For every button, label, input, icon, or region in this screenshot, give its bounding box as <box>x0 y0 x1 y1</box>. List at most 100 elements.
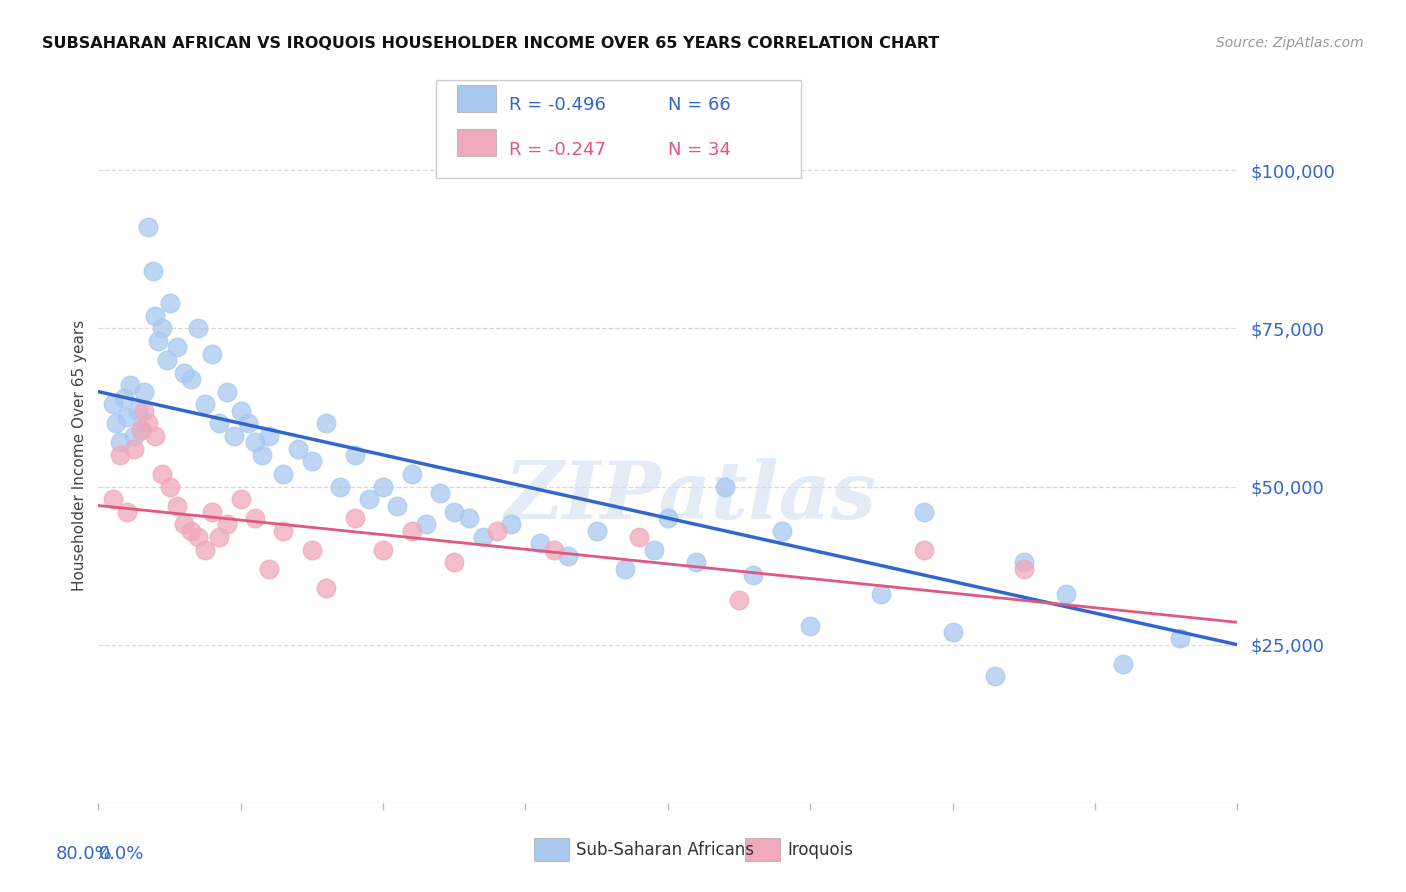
Point <box>685 556 707 570</box>
Point <box>122 429 145 443</box>
Point <box>243 435 266 450</box>
Text: Iroquois: Iroquois <box>787 841 853 859</box>
Point <box>118 378 141 392</box>
Point <box>132 403 155 417</box>
Point <box>141 264 163 278</box>
Point <box>222 429 245 443</box>
Point <box>145 309 167 323</box>
Point <box>129 423 152 437</box>
Point <box>643 542 665 557</box>
Point <box>108 435 131 450</box>
Point <box>870 587 893 601</box>
Point <box>415 517 437 532</box>
Point <box>250 448 273 462</box>
Point <box>742 568 765 582</box>
Point <box>129 423 152 437</box>
Point <box>115 505 138 519</box>
Point <box>236 417 259 431</box>
Point <box>152 467 174 481</box>
Point <box>287 442 309 456</box>
Point <box>273 524 295 538</box>
Point <box>315 581 337 595</box>
Point <box>180 372 202 386</box>
Point <box>194 397 217 411</box>
Text: R = -0.496: R = -0.496 <box>509 96 606 114</box>
Point <box>159 479 181 493</box>
Point <box>101 492 124 507</box>
Point <box>343 448 366 462</box>
Point <box>457 511 479 525</box>
Point <box>159 296 181 310</box>
Point <box>259 562 281 576</box>
Point <box>401 467 423 481</box>
Point <box>401 524 423 538</box>
Point <box>371 479 394 493</box>
Point <box>429 486 451 500</box>
Text: R = -0.247: R = -0.247 <box>509 141 606 159</box>
Point <box>259 429 281 443</box>
Point <box>156 353 179 368</box>
Point <box>201 505 224 519</box>
Point <box>486 524 509 538</box>
Text: ZIPatlas: ZIPatlas <box>505 458 877 535</box>
Point <box>136 417 159 431</box>
Point <box>115 409 138 424</box>
Point <box>166 499 188 513</box>
Point <box>229 403 252 417</box>
Text: Sub-Saharan Africans: Sub-Saharan Africans <box>576 841 755 859</box>
Point <box>714 479 737 493</box>
Point <box>387 499 409 513</box>
Point <box>301 542 323 557</box>
Point <box>122 442 145 456</box>
Point <box>194 542 217 557</box>
Point <box>657 511 679 525</box>
Point <box>136 220 159 235</box>
Point <box>912 542 935 557</box>
Point <box>243 511 266 525</box>
Text: 80.0%: 80.0% <box>56 845 112 863</box>
Point <box>942 625 965 640</box>
Point <box>152 321 174 335</box>
Point <box>173 517 195 532</box>
Point <box>443 505 465 519</box>
Point <box>1012 562 1035 576</box>
Y-axis label: Householder Income Over 65 years: Householder Income Over 65 years <box>72 319 87 591</box>
Point <box>1056 587 1078 601</box>
Point <box>180 524 202 538</box>
Point <box>628 530 651 544</box>
Point <box>1012 556 1035 570</box>
Point <box>728 593 751 607</box>
Point <box>984 669 1007 683</box>
Point <box>315 417 337 431</box>
Point <box>557 549 579 563</box>
Point <box>371 542 394 557</box>
Point <box>799 618 821 632</box>
Point <box>229 492 252 507</box>
Point <box>501 517 523 532</box>
Text: N = 66: N = 66 <box>668 96 731 114</box>
Point <box>301 454 323 468</box>
Point <box>614 562 637 576</box>
Point <box>329 479 352 493</box>
Point <box>104 417 127 431</box>
Point <box>357 492 380 507</box>
Point <box>912 505 935 519</box>
Point <box>201 347 224 361</box>
Point <box>273 467 295 481</box>
Point <box>112 391 135 405</box>
Point <box>148 334 170 348</box>
Point <box>585 524 607 538</box>
Text: N = 34: N = 34 <box>668 141 731 159</box>
Point <box>215 384 238 399</box>
Point <box>343 511 366 525</box>
Point <box>208 530 231 544</box>
Text: 0.0%: 0.0% <box>98 845 143 863</box>
Point <box>145 429 167 443</box>
Point <box>187 321 209 335</box>
Point <box>1112 657 1135 671</box>
Point <box>108 448 131 462</box>
Point <box>173 366 195 380</box>
Point <box>215 517 238 532</box>
Point <box>529 536 551 550</box>
Point <box>166 340 188 354</box>
